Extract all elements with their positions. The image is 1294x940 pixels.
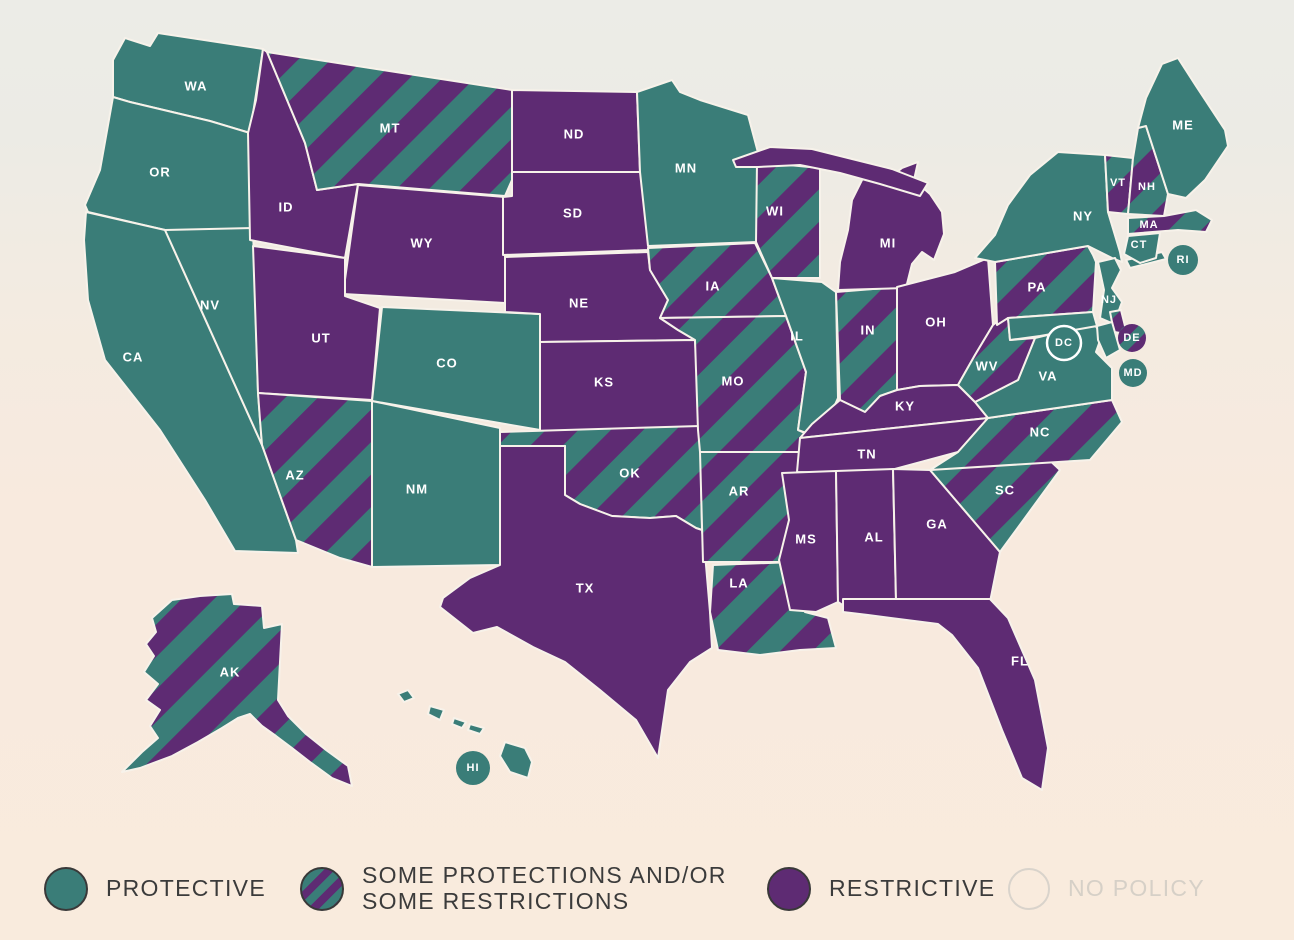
state-label-MD: MD	[1123, 367, 1142, 379]
striped-swatch-icon	[300, 867, 344, 911]
state-label-AK: AK	[220, 665, 241, 680]
state-ME	[1137, 57, 1229, 199]
state-label-WY: WY	[411, 236, 434, 251]
state-label-NJ: NJ	[1101, 294, 1117, 306]
state-FL	[842, 598, 1049, 791]
state-label-ID: ID	[279, 200, 294, 215]
state-CT	[1123, 232, 1161, 264]
state-label-NM: NM	[406, 482, 428, 497]
state-HI-part2	[451, 717, 467, 729]
state-label-ME: ME	[1172, 118, 1194, 133]
state-label-MN: MN	[675, 161, 697, 176]
state-label-GA: GA	[926, 517, 948, 532]
legend-item-no-policy: NO POLICY	[1008, 858, 1205, 920]
state-label-LA: LA	[729, 576, 748, 591]
state-HI-part4	[499, 741, 533, 779]
state-label-UT: UT	[311, 331, 330, 346]
state-label-IN: IN	[861, 323, 876, 338]
small-state-circles	[456, 245, 1198, 785]
state-MA	[1127, 209, 1213, 235]
state-GA	[892, 468, 1001, 603]
state-label-WV: WV	[976, 359, 999, 374]
state-WI	[755, 161, 821, 279]
state-circle-HI	[456, 751, 490, 785]
state-label-NC: NC	[1030, 425, 1051, 440]
state-NY	[974, 151, 1123, 263]
state-label-KY: KY	[895, 399, 915, 414]
state-label-AL: AL	[864, 530, 883, 545]
legend-item-mixed: SOME PROTECTIONS AND/OR SOME RESTRICTION…	[300, 858, 737, 920]
state-label-CO: CO	[436, 356, 458, 371]
legend-item-restrictive: RESTRICTIVE	[767, 858, 995, 920]
state-label-MI: MI	[880, 236, 896, 251]
state-label-NE: NE	[569, 296, 589, 311]
state-label-MT: MT	[380, 121, 401, 136]
restrictive-swatch-icon	[767, 867, 811, 911]
state-label-VT: VT	[1110, 177, 1126, 189]
state-label-FL: FL	[1011, 654, 1029, 669]
state-label-TX: TX	[576, 581, 595, 596]
state-label-RI: RI	[1177, 254, 1190, 266]
state-label-MS: MS	[795, 532, 817, 547]
protective-swatch-icon	[44, 867, 88, 911]
state-TX	[439, 445, 713, 759]
state-label-ND: ND	[564, 127, 585, 142]
state-label-AZ: AZ	[285, 468, 304, 483]
state-HI-part1	[427, 705, 445, 721]
state-HI	[397, 689, 415, 703]
state-label-DC: DC	[1055, 337, 1073, 349]
state-labels: WA OR CA NV ID MT WY UT CO AZ NM ND SD NE KS OK TX MN IA MO…	[123, 79, 1194, 775]
no-policy-swatch-icon	[1008, 868, 1050, 910]
state-label-PA: PA	[1027, 280, 1046, 295]
state-label-OH: OH	[925, 315, 947, 330]
state-label-TN: TN	[857, 447, 876, 462]
legend-label-protective: PROTECTIVE	[106, 875, 266, 902]
legend-label-mixed: SOME PROTECTIONS AND/OR SOME RESTRICTION…	[362, 862, 727, 914]
state-label-SC: SC	[995, 483, 1015, 498]
state-label-WI: WI	[766, 204, 784, 219]
state-circle-MD	[1119, 359, 1147, 387]
state-label-OK: OK	[619, 466, 641, 481]
state-label-IL: IL	[790, 329, 804, 344]
legend-item-protective: PROTECTIVE	[44, 858, 266, 920]
state-circle-DE	[1118, 324, 1146, 352]
state-MD-part1	[1096, 321, 1121, 359]
state-circle-RI	[1168, 245, 1198, 275]
state-label-WA: WA	[185, 79, 208, 94]
state-label-HI: HI	[467, 762, 480, 774]
state-KS	[539, 339, 701, 432]
state-label-MO: MO	[722, 374, 745, 389]
state-label-NV: NV	[200, 298, 220, 313]
state-label-SD: SD	[563, 206, 583, 221]
state-label-CT: CT	[1131, 239, 1148, 251]
state-label-KS: KS	[594, 375, 614, 390]
state-AK	[121, 593, 353, 787]
state-HI-part3	[467, 723, 485, 735]
state-MI-part1	[732, 146, 929, 197]
state-label-AR: AR	[729, 484, 750, 499]
legend-label-restrictive: RESTRICTIVE	[829, 875, 996, 902]
state-label-IA: IA	[706, 279, 721, 294]
state-circle-DC	[1045, 324, 1083, 362]
state-label-MA: MA	[1139, 219, 1158, 231]
state-label-NH: NH	[1138, 181, 1156, 193]
state-label-NY: NY	[1073, 209, 1093, 224]
state-NJ	[1097, 257, 1123, 325]
state-NM	[371, 400, 501, 568]
state-label-CA: CA	[123, 350, 144, 365]
state-label-VA: VA	[1038, 369, 1057, 384]
legend-label-no-policy: NO POLICY	[1068, 875, 1205, 902]
state-shapes	[83, 32, 1229, 791]
state-label-DE: DE	[1123, 332, 1140, 344]
state-TN	[796, 417, 989, 475]
state-label-OR: OR	[149, 165, 171, 180]
state-MN	[636, 79, 761, 247]
